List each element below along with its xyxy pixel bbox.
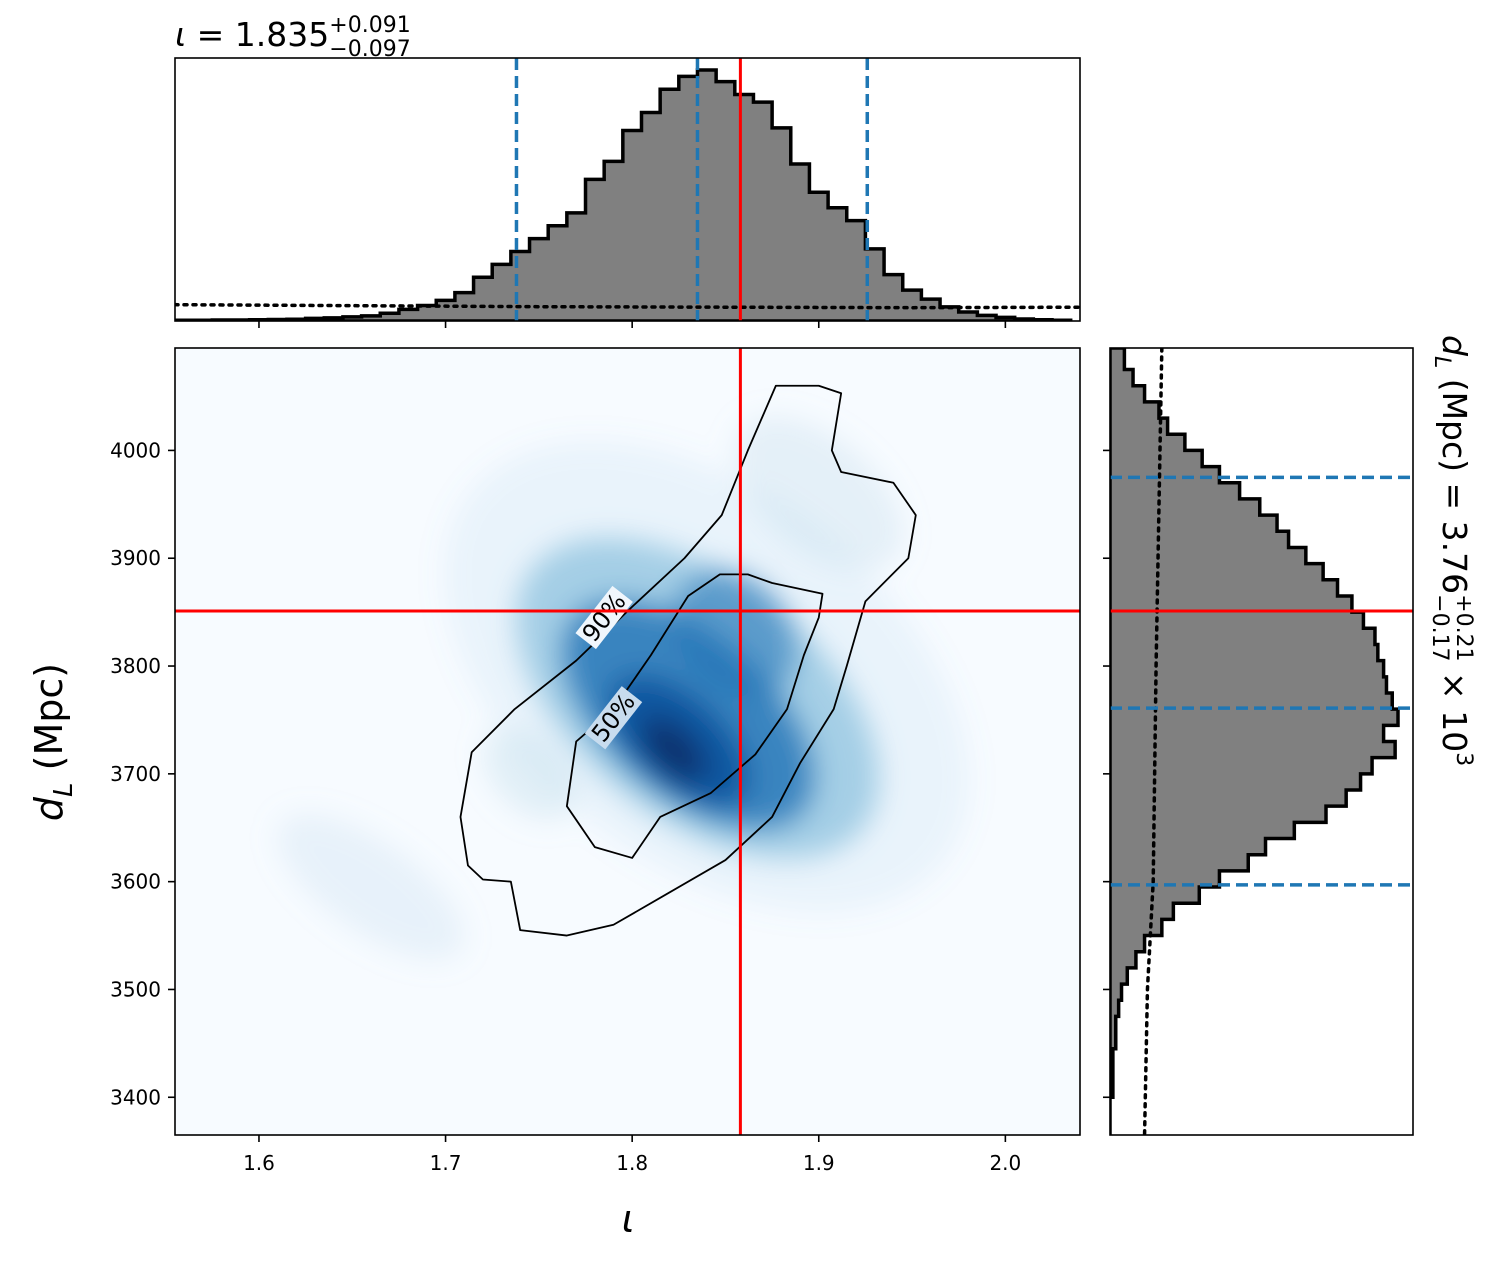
y-label-unit: (Mpc) bbox=[27, 663, 71, 783]
contour-90 bbox=[459, 384, 917, 937]
injection-lines bbox=[175, 348, 1080, 1135]
contour-label-bg-90 bbox=[575, 585, 633, 650]
right-prior-line bbox=[1142, 348, 1164, 1135]
y-axis-label: dL (Mpc) bbox=[27, 663, 79, 821]
x-tick-label-2: 1.8 bbox=[616, 1151, 648, 1175]
y-axis-ticks: 3400 3500 3600 3700 3800 3900 4000 bbox=[110, 438, 175, 1109]
density-blob-6 bbox=[277, 813, 465, 961]
right-histogram-bars bbox=[1110, 348, 1400, 1135]
right-panel-frame bbox=[1109, 347, 1414, 1136]
right-panel-ticks bbox=[1103, 449, 1110, 1099]
title-exp-dl: 3 bbox=[1451, 752, 1476, 766]
y-tick-label-5: 3900 bbox=[110, 546, 161, 570]
title-minus-dl: −0.17 bbox=[1427, 594, 1452, 661]
title-param-dl: d bbox=[1435, 335, 1474, 357]
top-histogram bbox=[175, 58, 1080, 321]
title-param-iota: ι bbox=[175, 15, 186, 54]
contour-label-bg-50 bbox=[584, 686, 643, 750]
title-plus-iota: +0.091 bbox=[329, 13, 410, 38]
density-blob-5 bbox=[673, 569, 797, 698]
y-tick-label-0: 3400 bbox=[110, 1085, 161, 1109]
title-value-iota: = 1.835 bbox=[186, 15, 329, 54]
title-scale-dl: × 10 bbox=[1435, 662, 1474, 753]
y-label-subscript: L bbox=[49, 782, 79, 797]
right-marginal-panel: dL (Mpc) = 3.76+0.21−0.17 × 103 bbox=[1103, 335, 1476, 1136]
right-panel-title: dL (Mpc) = 3.76+0.21−0.17 × 103 bbox=[1427, 335, 1476, 766]
x-tick-label-0: 1.6 bbox=[243, 1151, 275, 1175]
top-marginal-panel: ι = 1.835+0.091 −0.097 bbox=[174, 13, 1081, 328]
top-histogram-bars bbox=[175, 68, 1073, 321]
title-value-dl: (Mpc) = 3.76 bbox=[1435, 368, 1474, 594]
x-tick-label-1: 1.7 bbox=[430, 1151, 462, 1175]
x-tick-label-3: 1.9 bbox=[803, 1151, 835, 1175]
y-tick-label-6: 4000 bbox=[110, 438, 161, 462]
x-axis-label: ι bbox=[622, 1197, 635, 1241]
top-prior-line bbox=[175, 302, 1080, 310]
x-tick-label-4: 2.0 bbox=[989, 1151, 1021, 1175]
title-sub-dl: L bbox=[1429, 356, 1454, 368]
title-plus-dl: +0.21 bbox=[1451, 594, 1476, 661]
density-blob-7 bbox=[483, 727, 576, 820]
y-tick-label-2: 3600 bbox=[110, 870, 161, 894]
top-panel-frame bbox=[174, 57, 1081, 322]
right-histogram bbox=[1110, 348, 1413, 1135]
top-panel-title: ι = 1.835+0.091 −0.097 bbox=[175, 13, 411, 62]
density-blob-8 bbox=[734, 416, 904, 571]
y-tick-label-1: 3500 bbox=[110, 977, 161, 1001]
x-axis-ticks: 1.6 1.7 1.8 1.9 2.0 bbox=[243, 1135, 1021, 1175]
y-label-symbol: d bbox=[27, 796, 71, 821]
y-tick-label-3: 3700 bbox=[110, 762, 161, 786]
title-minus-iota: −0.097 bbox=[329, 37, 410, 62]
joint-density-panel: 90%50% 1.6 1.7 1.8 1.9 2.0 34003500360037003… bbox=[27, 347, 1081, 1241]
top-panel-ticks bbox=[258, 321, 1007, 328]
y-tick-label-4: 3800 bbox=[110, 654, 161, 678]
main-panel-frame bbox=[174, 347, 1081, 1136]
density-blob-4 bbox=[640, 717, 706, 783]
